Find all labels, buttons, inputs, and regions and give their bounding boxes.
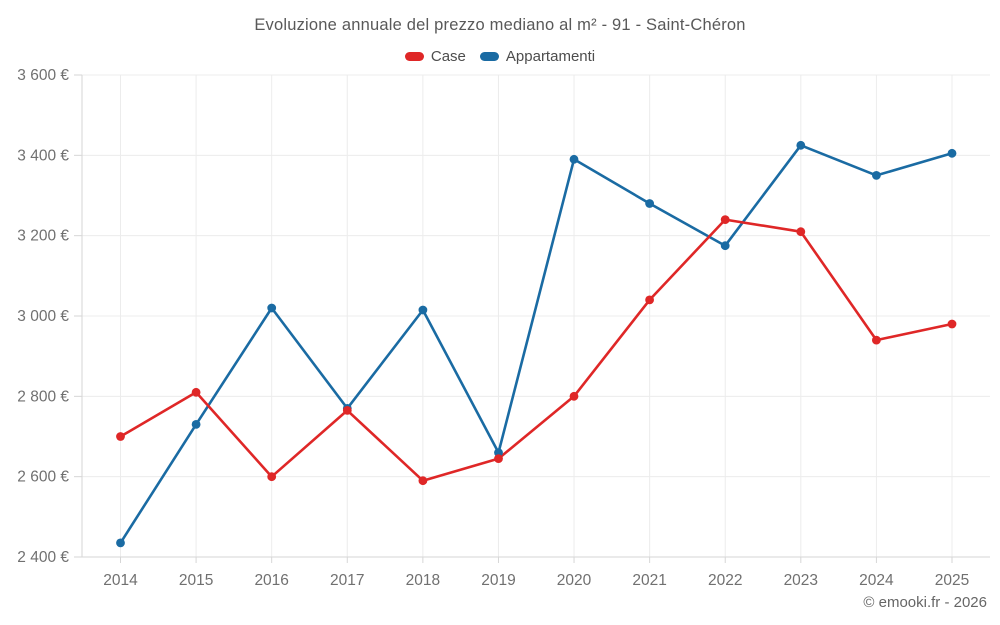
x-axis-label: 2022 [708, 572, 742, 589]
data-point-appartamenti-2025 [947, 148, 957, 158]
x-axis-label: 2021 [632, 572, 666, 589]
x-axis-label: 2014 [103, 572, 138, 589]
data-point-case-2021 [645, 295, 654, 305]
legend-label-case: Case [430, 48, 466, 65]
data-point-appartamenti-2024 [872, 171, 881, 180]
data-point-case-2023 [796, 227, 806, 237]
data-point-appartamenti-2020 [569, 154, 579, 164]
x-axis-label: 2017 [330, 572, 364, 589]
data-point-case-2025 [947, 319, 957, 329]
y-axis-label: 2 600 € [17, 469, 69, 486]
data-point-case-2020 [569, 391, 579, 401]
copyright-footer: © emooki.fr - 2026 [863, 594, 987, 611]
y-axis-label: 3 400 € [17, 147, 69, 164]
x-axis-label: 2020 [557, 572, 592, 589]
data-point-case-2022 [720, 215, 730, 225]
x-axis-label: 2025 [935, 572, 969, 589]
x-axis-label: 2024 [859, 572, 894, 589]
y-axis-label: 2 800 € [17, 388, 69, 405]
data-point-case-2015 [191, 387, 201, 397]
chart-title: Evoluzione annuale del prezzo mediano al… [254, 16, 746, 34]
x-axis-label: 2016 [254, 572, 288, 589]
data-point-appartamenti-2015 [191, 420, 201, 429]
legend-item-appartamenti[interactable]: Appartamenti [479, 48, 596, 65]
data-point-case-2017 [342, 406, 352, 415]
y-axis-label: 3 000 € [17, 308, 69, 325]
data-point-case-2019 [494, 454, 503, 463]
data-point-appartamenti-2016 [267, 303, 277, 313]
x-axis-label: 2019 [481, 572, 515, 589]
y-axis-label: 2 400 € [17, 549, 69, 566]
data-point-appartamenti-2023 [796, 140, 806, 150]
data-point-appartamenti-2022 [720, 241, 730, 251]
data-point-case-2024 [872, 335, 881, 345]
x-axis-label: 2023 [784, 572, 818, 589]
x-axis-label: 2015 [179, 572, 213, 589]
data-point-case-2014 [116, 432, 125, 441]
data-point-case-2018 [418, 476, 428, 486]
data-point-appartamenti-2018 [418, 305, 428, 315]
legend-label-appartamenti: Appartamenti [505, 48, 596, 65]
legend-item-case[interactable]: Case [404, 48, 466, 65]
series-line-case [119, 218, 954, 483]
data-point-appartamenti-2014 [116, 538, 125, 548]
series-line-appartamenti [119, 144, 954, 545]
y-axis-label: 3 200 € [17, 228, 69, 245]
appartamenti-series-swatch-icon [479, 52, 499, 61]
data-point-appartamenti-2021 [645, 199, 654, 208]
chart-legend: Case Appartamenti [0, 48, 1000, 65]
y-axis-label: 3 600 € [17, 67, 69, 84]
data-point-case-2016 [267, 472, 277, 482]
x-axis-label: 2018 [406, 572, 440, 589]
case-series-swatch-icon [404, 52, 424, 61]
